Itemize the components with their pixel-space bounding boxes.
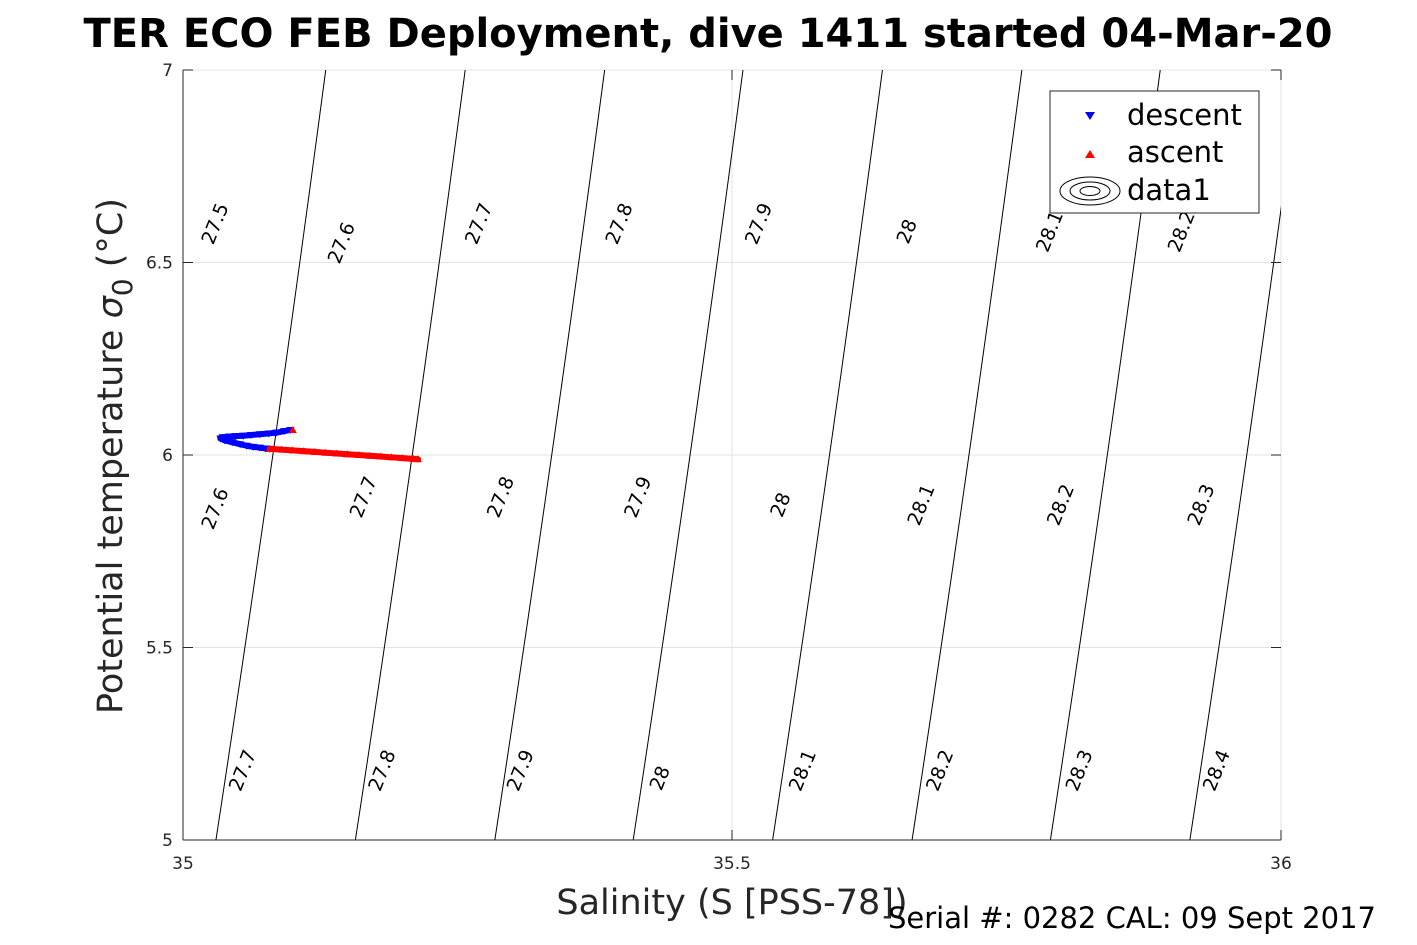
legend-descent-marker: [1085, 112, 1095, 120]
descent-point-14: [242, 442, 251, 450]
descent-point-7: [231, 433, 240, 441]
ascent-point-10: [376, 452, 385, 460]
isopycnal-line-5: [911, 70, 1023, 840]
isopycnal-line-2: [494, 70, 606, 840]
descent-point-13: [236, 441, 245, 449]
x-tick-label-2: 36: [1270, 854, 1292, 874]
ascent-point-5: [321, 448, 330, 456]
ascent-point-0: [265, 444, 274, 452]
isopycnal-contours: [215, 70, 1417, 840]
isopycnal-line-3: [632, 70, 744, 840]
legend: descent ascent data1: [1049, 90, 1260, 214]
y-tick-label-4: 7: [162, 61, 173, 81]
axes: [182, 69, 1282, 841]
descent-point-10: [216, 435, 225, 443]
descent-point-15: [249, 443, 258, 451]
x-tick-label-0: 35: [172, 854, 194, 874]
ascent-point-7: [343, 450, 352, 458]
ascent-point-6: [332, 449, 341, 457]
ascent-point-15: [288, 425, 297, 433]
ascent-point-12: [398, 454, 407, 462]
ascent-point-3: [299, 447, 308, 455]
ascent-point-9: [365, 451, 374, 459]
isopycnal-line-1: [354, 70, 466, 840]
ascent-point-2: [288, 446, 297, 454]
descent-point-16: [255, 444, 264, 452]
y-axis-label: Potential temperature σ0 (°C): [91, 198, 139, 714]
descent-point-1: [280, 428, 289, 436]
legend-ascent-label: ascent: [1127, 135, 1223, 169]
data-series: [216, 425, 422, 463]
descent-point-11: [220, 437, 229, 445]
serial-calibration-note: Serial #: 0282 CAL: 09 Sept 2017: [888, 901, 1376, 935]
y-axis-label-main: Potential temperature: [91, 318, 131, 714]
y-tick-label-3: 6.5: [146, 254, 173, 274]
descent-point-12: [228, 439, 237, 447]
ascent-point-1: [277, 445, 286, 453]
y-tick-label-0: 5: [162, 831, 173, 851]
descent-point-2: [272, 429, 281, 437]
y-axis-label-subscript: 0: [106, 278, 139, 296]
isopycnal-line-7: [1189, 205, 1281, 840]
series-descent: [216, 426, 295, 453]
tick-labels: 35 35.5 36 5 5.5 6 6.5 7: [146, 61, 1292, 874]
ascent-point-14: [413, 455, 422, 463]
series-ascent: [265, 425, 422, 463]
descent-point-6: [239, 432, 248, 440]
descent-point-4: [255, 431, 264, 439]
descent-point-3: [264, 430, 273, 438]
ascent-point-4: [310, 447, 319, 455]
isopycnal-line-0: [215, 70, 327, 840]
y-tick-label-1: 5.5: [146, 639, 173, 659]
chart-title: TER ECO FEB Deployment, dive 1411 starte…: [83, 11, 1332, 57]
y-axis-label-unit: (°C): [91, 198, 131, 278]
ascent-point-11: [387, 453, 396, 461]
descent-point-8: [225, 433, 234, 441]
legend-data1-label: data1: [1127, 173, 1211, 207]
isopycnal-line-4: [772, 70, 883, 840]
x-tick-label-1: 35.5: [713, 854, 751, 874]
x-axis-label: Salinity (S [PSS-78]): [556, 883, 907, 923]
y-tick-label-2: 6: [162, 446, 173, 466]
legend-contour-icon: [1059, 176, 1121, 206]
legend-box: [1049, 90, 1260, 214]
descent-point-5: [247, 431, 256, 439]
ascent-point-8: [354, 451, 363, 458]
y-axis-label-sigma: σ: [91, 294, 131, 318]
legend-ascent-marker: [1085, 150, 1095, 158]
isopycnal-line-8: [1329, 70, 1417, 840]
legend-descent-label: descent: [1127, 98, 1242, 132]
